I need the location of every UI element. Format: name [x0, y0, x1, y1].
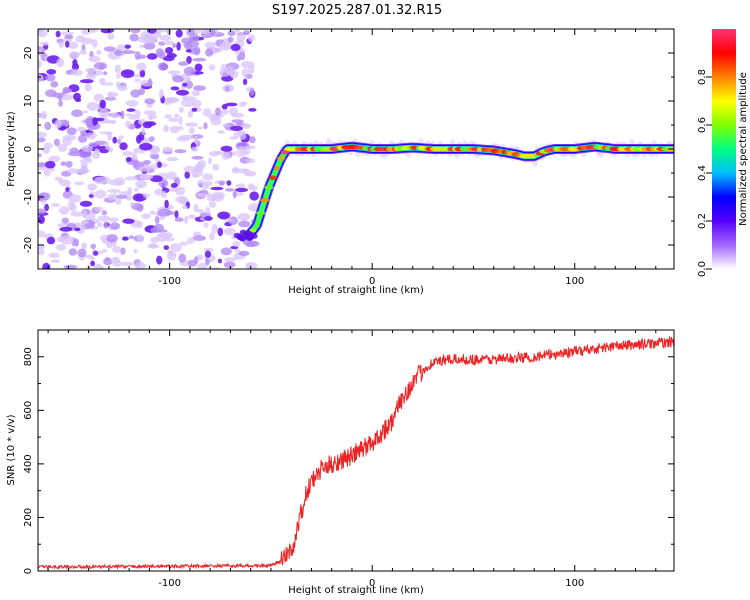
colorbar-gradient: [712, 29, 736, 269]
snr-y-tick-label: 600: [23, 401, 34, 420]
snr-y-tick-label: 800: [23, 347, 34, 366]
spectrogram-x-tick-label: 0: [369, 276, 375, 287]
colorbar-tick-label: 0.8: [697, 69, 708, 85]
spectrogram-x-label: Height of straight line (km): [288, 285, 424, 296]
snr-y-tick-label: 0: [23, 568, 34, 574]
spectrogram-y-tick-label: 20: [23, 47, 34, 60]
spectrogram-noise: [38, 29, 261, 269]
spectrogram-x-tick-label: -100: [158, 276, 181, 287]
snr-panel: -100 0 100 0 200 400 600 800 Height of straigh…: [6, 329, 675, 596]
chart-title: S197.2025.287.01.32.R15: [272, 3, 442, 18]
snr-y-axis: 0 200 400 600 800: [23, 329, 674, 574]
spectrogram-y-tick-label: -20: [23, 237, 34, 253]
snr-x-label: Height of straight line (km): [288, 585, 424, 596]
snr-series-line: [38, 335, 674, 570]
colorbar: 0.0 0.2 0.4 0.6 0.8 Normalized spectral ampl…: [697, 29, 749, 277]
spectrogram-y-axis: -20 -10 0 10 20: [23, 28, 674, 270]
snr-x-tick-label: -100: [158, 578, 181, 589]
colorbar-tick-label: 0.0: [697, 261, 708, 277]
spectrogram-y-label: Frequency (Hz): [6, 111, 17, 187]
snr-y-label: SNR (10 * v/v): [6, 414, 17, 485]
snr-frame: [37, 329, 675, 572]
colorbar-tick-label: 0.6: [697, 117, 708, 133]
snr-x-tick-label: 100: [565, 578, 584, 589]
snr-y-tick-label: 200: [23, 508, 34, 527]
spectrogram-x-axis: -100 0 100: [47, 29, 657, 287]
colorbar-tick-label: 0.4: [697, 165, 708, 181]
spectrogram-ridge: [233, 138, 674, 242]
colorbar-label: Normalized spectral amplitude: [738, 72, 749, 226]
spectrogram-x-tick-label: 100: [565, 276, 584, 287]
snr-x-axis: -100 0 100: [47, 330, 657, 589]
snr-y-tick-label: 400: [23, 454, 34, 473]
spectrogram-y-tick-label: 0: [23, 146, 34, 152]
spectrogram-y-tick-label: -10: [23, 189, 34, 205]
snr-x-tick-label: 0: [369, 578, 375, 589]
colorbar-axis: 0.0 0.2 0.4 0.6 0.8: [697, 69, 712, 277]
colorbar-tick-label: 0.2: [697, 213, 708, 229]
spectrogram-y-tick-label: 10: [23, 95, 34, 108]
